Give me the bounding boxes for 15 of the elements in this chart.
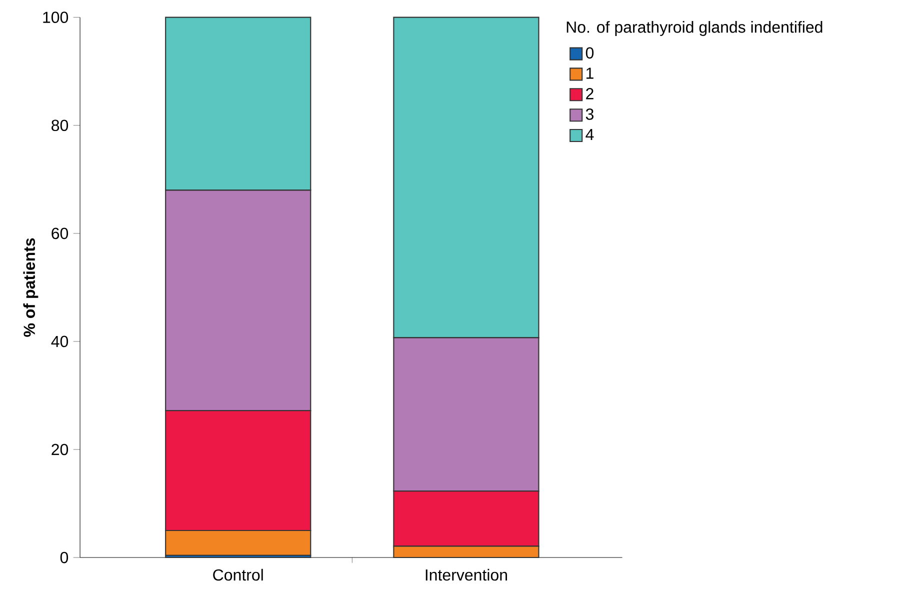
legend-label: 1 xyxy=(586,68,594,79)
y-tick-label: 60 xyxy=(52,228,68,240)
legend-label: 2 xyxy=(586,88,594,100)
legend-label: 3 xyxy=(586,108,594,120)
y-tick-label: 100 xyxy=(43,12,68,24)
y-tick-label: 20 xyxy=(52,444,68,456)
y-tick-label: 40 xyxy=(51,336,68,348)
legend-label: 0 xyxy=(586,47,594,59)
x-tick-label: Intervention xyxy=(426,568,507,581)
y-axis-title: % of patients xyxy=(23,238,38,337)
y-tick-label: 80 xyxy=(52,120,68,132)
x-tick-label: Control xyxy=(213,568,263,581)
legend-label: 4 xyxy=(586,129,594,140)
legend-title: No. of parathyroid glands indentified xyxy=(566,21,822,36)
y-tick-label: 0 xyxy=(60,552,68,564)
